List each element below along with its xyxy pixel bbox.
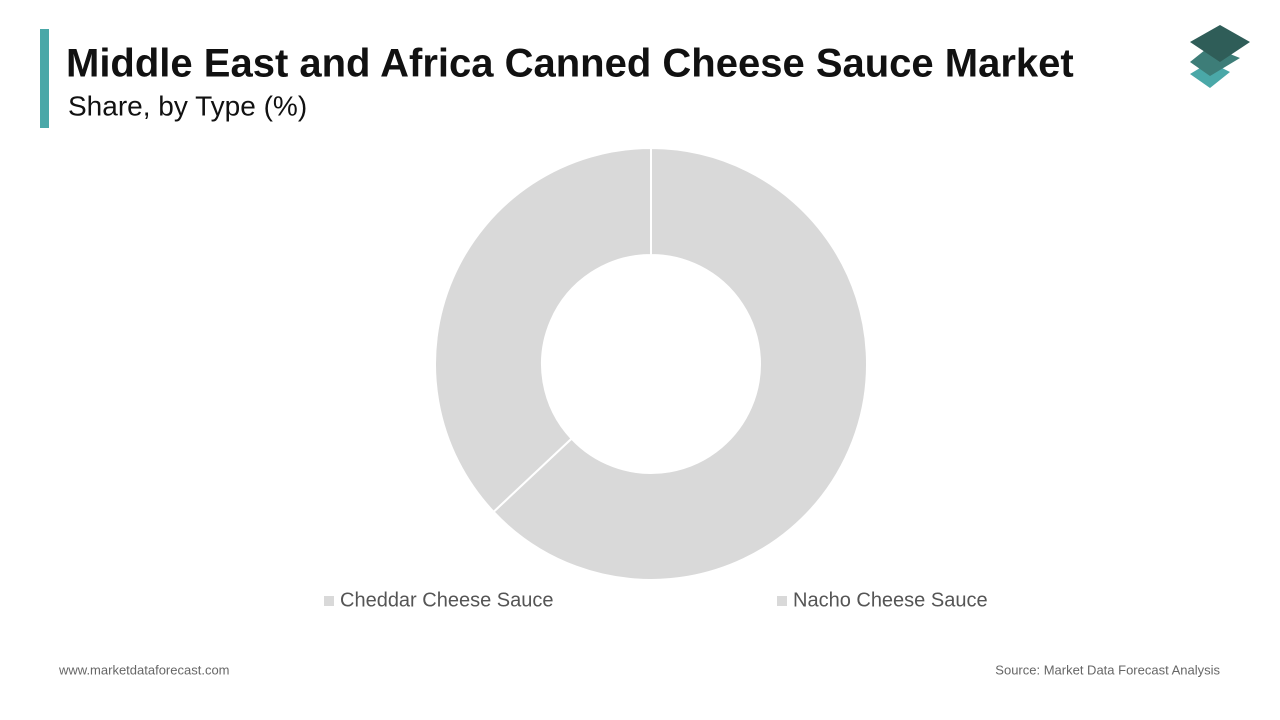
title-accent <box>40 29 49 128</box>
chart-subtitle: Share, by Type (%) <box>68 90 307 121</box>
donut-segment <box>492 146 868 581</box>
logo <box>1190 25 1250 88</box>
chart-title: Middle East and Africa Canned Cheese Sau… <box>66 42 1074 86</box>
legend-swatch <box>777 596 787 606</box>
footer-source: Source: Market Data Forecast Analysis <box>995 662 1220 677</box>
legend-label: Cheddar Cheese Sauce <box>340 589 553 611</box>
legend-label: Nacho Cheese Sauce <box>793 589 988 611</box>
donut-segment <box>434 146 652 514</box>
legend-swatch <box>324 596 334 606</box>
footer-website: www.marketdataforecast.com <box>58 662 230 677</box>
